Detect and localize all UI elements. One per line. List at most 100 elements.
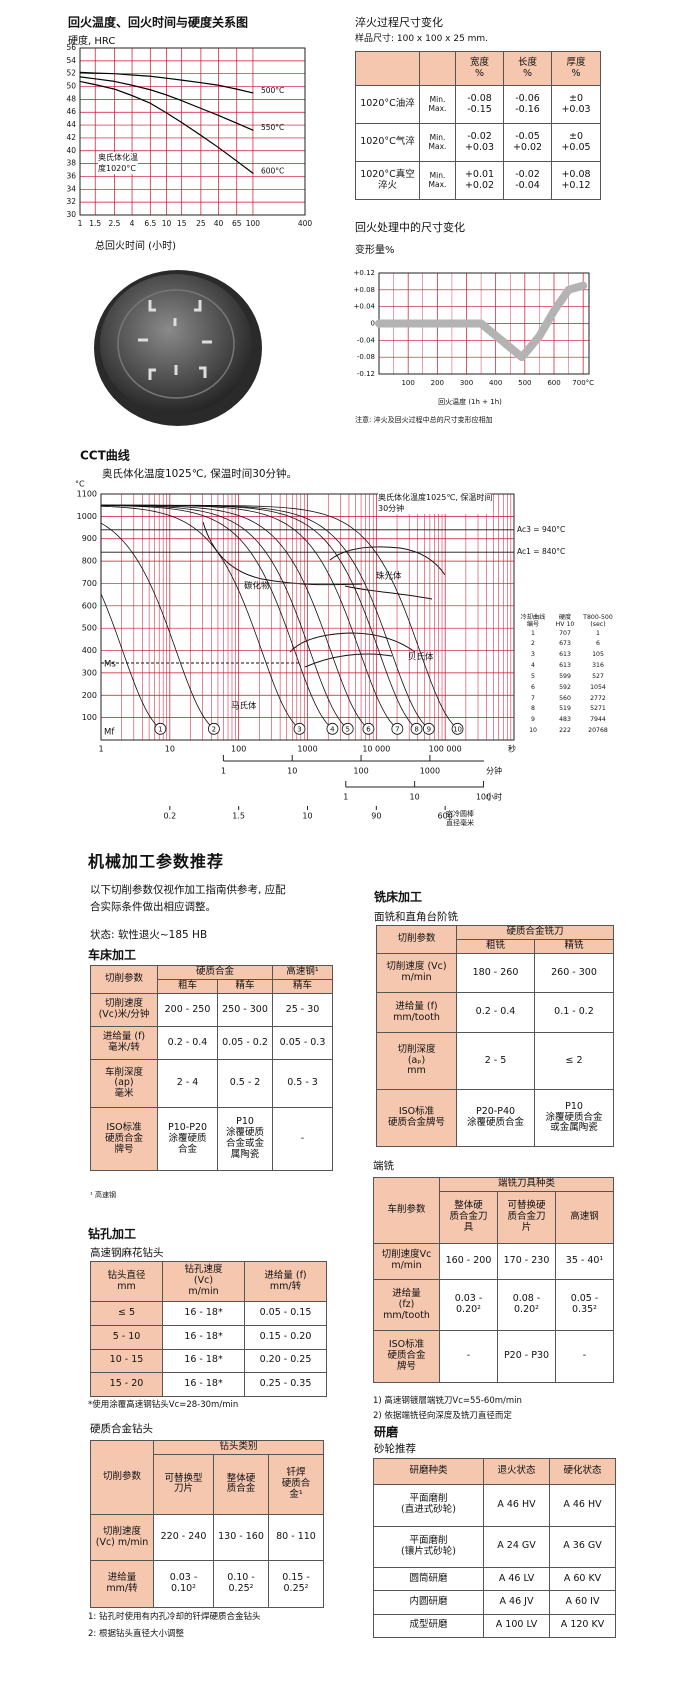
section-title: 淬火过程尺寸变化 [355, 16, 443, 29]
turning-table: 切削参数 硬质合金 高速钢¹ 粗车 精车 精车 切削速度 (Vc)米/分钟 200… [90, 965, 334, 1171]
table-cell: 0.03 - 0.10² [153, 1560, 214, 1608]
table-cell: 0.05 - 0.3 [272, 1026, 334, 1061]
x-tick-label: 40 [214, 219, 224, 228]
table-cell: 0.2 - 0.4 [456, 992, 535, 1033]
curve-number: 4 [330, 725, 335, 733]
curve-marker [326, 722, 339, 735]
curve-marker [293, 722, 306, 735]
table-cell: 2 - 5 [456, 1032, 535, 1090]
axis-tick-label: 0.2 [163, 812, 176, 821]
section-title: 机械加工参数推荐 [88, 852, 225, 871]
table-row: 1020°C真空 淬火 Min. Max. +0.01 +0.02 -0.02 -0.… [355, 161, 601, 200]
table-cell: A 46 HV [483, 1484, 550, 1527]
table-row: ISO标准 硬质合金 牌号 - P20 - P30- [373, 1330, 615, 1383]
table-cell: 20768 [588, 727, 608, 735]
table-header: 钻孔速度 (Vc) m/min [162, 1261, 245, 1302]
table-row: 6 592 1054 [517, 683, 615, 694]
x-tick-label: 10 000 [362, 745, 390, 754]
y-tick-label: 46 [66, 107, 76, 116]
table-cell: 0.15 - 0.25² [268, 1560, 324, 1608]
curve-marker [154, 722, 167, 735]
table-cell: 2 - 4 [157, 1059, 218, 1109]
curve-number: 7 [395, 725, 399, 733]
table-row: 切削参数 钻头类别 [90, 1440, 324, 1515]
x-tick-label: 500 [518, 379, 531, 387]
table-cell: 170 - 230 [497, 1242, 556, 1280]
table-cell: 8 [531, 705, 535, 713]
x-axis-label: 总回火时间 (小时) [95, 239, 176, 252]
table-row: 1020°C气淬 Min. Max. -0.02 +0.03 -0.05 +0.02 ±… [355, 123, 601, 162]
table-row: 切削参数 硬质合金铣刀 [376, 925, 615, 954]
y-tick-label: 1100 [77, 490, 97, 499]
table-cell: 15 - 20 [90, 1372, 163, 1397]
axis-tick-label: 100 [476, 793, 491, 802]
table-cell: 0.25 - 0.35 [244, 1372, 327, 1397]
table-header: 冷却曲线 编号 [520, 614, 546, 628]
y-tick-label: 48 [66, 94, 76, 103]
table-cell: +0.08 +0.12 [551, 161, 601, 200]
curve-marker [422, 722, 435, 735]
table-cell: 1020°C真空 淬火 [355, 161, 420, 200]
table-cell: - [272, 1107, 334, 1171]
curve-number: 3 [297, 725, 301, 733]
table-cell: 2772 [590, 694, 606, 702]
x-tick-label: 1.5 [89, 219, 101, 228]
x-tick-label: 100 [231, 745, 246, 754]
table-header: 研磨种类 [373, 1458, 484, 1485]
x-tick-label: 100 000 [429, 745, 462, 754]
y-tick-label: 40 [66, 146, 76, 155]
curve-number: 1 [158, 725, 162, 733]
milling-table: 切削参数 硬质合金铣刀 粗铣 精铣 切削速度 (Vc) m/min 180 - 2… [376, 925, 615, 1148]
table-cell: 80 - 110 [268, 1513, 324, 1562]
table-cell: 内圆研磨 [373, 1590, 484, 1615]
table-cell: 5271 [590, 705, 606, 713]
table-cell: P10-P20 涂覆硬质 合金 [157, 1107, 218, 1171]
x-tick-label: 100 [246, 219, 261, 228]
axis-unit: 分钟 [486, 766, 502, 776]
table-row: ISO标准 硬质合金 牌号 P10-P20 涂覆硬质 合金 P10 涂覆硬质 合金或… [90, 1107, 334, 1171]
region-label: Mf [104, 728, 115, 738]
table-note: 1: 钻孔时使用有内孔冷却的钎焊硬质合金钻头 [88, 1612, 261, 1622]
table-header: 钻头直径 mm [90, 1261, 163, 1302]
table-row: 切削速度 (Vc)米/分钟 200 - 250 250 - 300 25 - 30 [90, 992, 334, 1028]
table-cell: 0.05 - 0.15 [244, 1301, 327, 1326]
y-tick-label: 52 [66, 69, 76, 78]
x-tick-label: 15 [177, 219, 187, 228]
table-cell: +0.01 +0.02 [455, 161, 504, 200]
table-cell: Min. Max. [419, 123, 456, 162]
table-header: 硬质合金铣刀 [455, 925, 615, 940]
table-cell: 5 - 10 [90, 1324, 163, 1350]
y-tick-label: +0.04 [354, 303, 376, 311]
table-cell: 160 - 200 [439, 1242, 498, 1280]
table-header: 精车 [216, 978, 274, 994]
table-cell: 0.08 - 0.20² [497, 1278, 556, 1332]
chart-title: 回火处理中的尺寸变化 [355, 220, 465, 234]
table-cell: A 100 LV [483, 1613, 550, 1639]
table-header: 长度 % [503, 51, 552, 86]
table-header: 高速钢¹ [272, 965, 334, 980]
table-cell: A 46 LV [483, 1567, 550, 1592]
table-row: 进给量 (f) mm/tooth 0.2 - 0.4 0.1 - 0.2 [376, 992, 615, 1033]
table-cell: 0.1 - 0.2 [533, 992, 615, 1033]
y-tick-label: 30 [66, 210, 76, 219]
table-header: 粗铣 [456, 938, 535, 954]
y-tick-label: +0.08 [354, 286, 375, 294]
x-tick-label: 400 [489, 379, 502, 387]
table-cell: 进给量 (f) 毫米/转 [90, 1026, 158, 1061]
table-cell: 0.2 - 0.4 [157, 1026, 218, 1061]
axis-tick-label: 10 [287, 767, 297, 776]
table-row: 车削参数 端铣刀具种类 [373, 1177, 615, 1244]
table-cell: 0.10 - 0.25² [213, 1560, 269, 1608]
table-cell: 10 - 15 [90, 1348, 163, 1374]
table-cell: 130 - 160 [213, 1513, 269, 1562]
x-tick-label: 2.5 [108, 219, 120, 228]
table-cell: 5 [531, 672, 535, 680]
table-header: 切削参数 [376, 925, 457, 954]
table-subtitle: 面铣和直角台阶铣 [374, 911, 458, 923]
chart-annotation: 奥氏体化温 度1020°C [98, 152, 138, 174]
table-cell: 1020°C油淬 [355, 85, 420, 124]
chart-annotation: 奥氏体化温度1025℃, 保温时间 30分钟 [378, 492, 493, 514]
x-tick-label: 6.5 [144, 219, 156, 228]
table-note: *使用涂覆高速钢钻头Vc=28-30m/min [88, 1400, 239, 1410]
y-tick-label: -0.12 [357, 370, 375, 378]
